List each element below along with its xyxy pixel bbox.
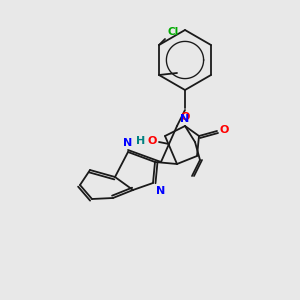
Text: O: O xyxy=(180,112,190,122)
Text: N: N xyxy=(156,186,165,196)
Text: O: O xyxy=(219,125,228,135)
Text: N: N xyxy=(123,138,133,148)
Text: O: O xyxy=(148,136,157,146)
Text: H: H xyxy=(136,136,145,146)
Text: N: N xyxy=(180,114,190,124)
Text: Cl: Cl xyxy=(167,27,178,37)
